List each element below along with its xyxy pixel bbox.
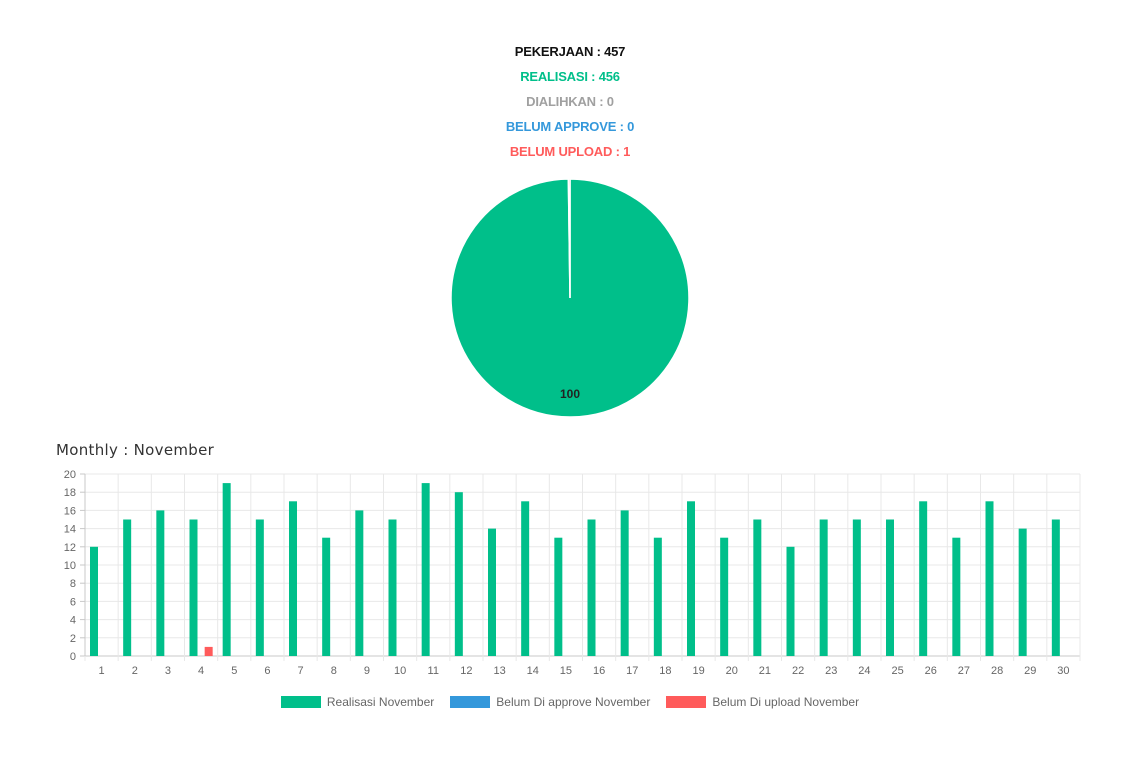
- x-tick-label: 17: [626, 665, 638, 677]
- bar-0-11[interactable]: [421, 483, 430, 656]
- y-tick-label: 4: [70, 615, 76, 627]
- x-tick-label: 12: [460, 665, 472, 677]
- legend-swatch-upload: [666, 696, 707, 708]
- y-tick-label: 2: [70, 633, 76, 645]
- legend-swatch-approve: [450, 696, 491, 708]
- x-tick-label: 19: [692, 665, 704, 677]
- pie-data-label: 100: [560, 387, 580, 401]
- y-tick-label: 14: [64, 524, 76, 536]
- bar-0-25[interactable]: [886, 519, 894, 657]
- stat-realisasi: REALISASI : 456: [520, 69, 620, 84]
- x-tick-label: 16: [593, 665, 605, 677]
- bar-0-2[interactable]: [123, 519, 132, 657]
- legend-swatch-realisasi: [280, 696, 321, 708]
- bar-0-8[interactable]: [322, 537, 331, 656]
- x-tick-label: 15: [560, 665, 572, 677]
- x-tick-label: 18: [659, 665, 671, 677]
- legend-item-approve[interactable]: Belum Di approve November: [450, 695, 650, 709]
- x-tick-label: 21: [759, 665, 771, 677]
- bar-0-16[interactable]: [587, 519, 596, 657]
- x-tick-label: 8: [331, 665, 337, 677]
- y-tick-label: 8: [70, 578, 76, 590]
- bar-0-4[interactable]: [189, 519, 198, 657]
- stat-belum-approve: BELUM APPROVE : 0: [505, 119, 635, 134]
- x-tick-label: 2: [132, 665, 138, 677]
- x-tick-label: 11: [428, 665, 439, 677]
- bar-0-27[interactable]: [952, 537, 961, 656]
- x-tick-label: 9: [364, 665, 370, 677]
- pie-slice-1[interactable]: [567, 178, 571, 299]
- stat-pekerjaan: PEKERJAAN : 457: [514, 44, 626, 59]
- bar-0-23[interactable]: [819, 519, 828, 657]
- y-tick-label: 16: [64, 505, 76, 517]
- x-tick-label: 22: [792, 665, 804, 677]
- x-tick-label: 29: [1024, 665, 1036, 677]
- y-tick-label: 12: [64, 542, 76, 554]
- bar-0-24[interactable]: [852, 519, 861, 657]
- chart-legend: Realisasi November Belum Di approve Nove…: [0, 695, 1140, 709]
- bar-2-4[interactable]: [204, 646, 213, 656]
- bar-0-13[interactable]: [488, 528, 496, 656]
- stat-dialihkan: DIALIHKAN : 0: [526, 94, 614, 109]
- x-tick-label: 10: [394, 665, 406, 677]
- x-tick-label: 7: [298, 665, 304, 677]
- x-tick-label: 28: [991, 665, 1003, 677]
- legend-item-realisasi[interactable]: Realisasi November: [280, 695, 435, 709]
- summary-stats: PEKERJAAN : 457 REALISASI : 456 DIALIHKA…: [0, 42, 1140, 167]
- stat-belum-upload: BELUM UPLOAD : 1: [509, 144, 631, 159]
- bar-0-20[interactable]: [720, 537, 729, 656]
- bar-0-22[interactable]: [786, 546, 795, 656]
- bar-0-19[interactable]: [687, 501, 695, 656]
- y-tick-label: 18: [64, 487, 76, 499]
- bar-0-17[interactable]: [620, 510, 629, 656]
- bar-0-10[interactable]: [388, 519, 397, 657]
- pie-chart: 100: [450, 178, 690, 418]
- x-tick-label: 5: [231, 665, 237, 677]
- x-tick-label: 14: [527, 665, 539, 677]
- bar-0-9[interactable]: [355, 510, 364, 656]
- x-tick-label: 25: [891, 665, 903, 677]
- x-tick-label: 26: [925, 665, 937, 677]
- x-tick-label: 13: [493, 665, 505, 677]
- bar-0-26[interactable]: [919, 501, 928, 656]
- x-tick-label: 1: [99, 665, 105, 677]
- x-tick-label: 30: [1057, 665, 1069, 677]
- bar-0-14[interactable]: [521, 501, 530, 656]
- x-tick-label: 20: [726, 665, 738, 677]
- x-tick-label: 23: [825, 665, 837, 677]
- bar-0-7[interactable]: [289, 501, 297, 656]
- bar-0-21[interactable]: [753, 519, 762, 657]
- legend-label-realisasi: Realisasi November: [326, 695, 435, 709]
- x-tick-label: 3: [165, 665, 171, 677]
- bar-0-30[interactable]: [1051, 519, 1060, 657]
- legend-label-upload: Belum Di upload November: [712, 695, 860, 709]
- bar-0-6[interactable]: [255, 519, 264, 657]
- y-tick-label: 20: [64, 469, 76, 481]
- x-tick-label: 6: [264, 665, 270, 677]
- bar-0-15[interactable]: [554, 537, 563, 656]
- bar-0-1[interactable]: [90, 546, 98, 656]
- bar-0-29[interactable]: [1018, 528, 1027, 656]
- legend-item-upload[interactable]: Belum Di upload November: [666, 695, 859, 709]
- bar-0-28[interactable]: [985, 501, 994, 656]
- x-tick-label: 24: [858, 665, 870, 677]
- y-tick-label: 10: [64, 560, 76, 572]
- legend-label-approve: Belum Di approve November: [496, 695, 651, 709]
- monthly-title: Monthly : November: [56, 441, 215, 459]
- bar-0-18[interactable]: [653, 537, 662, 656]
- bar-0-5[interactable]: [222, 483, 231, 656]
- bar-0-3[interactable]: [156, 510, 165, 656]
- y-tick-label: 0: [70, 651, 76, 663]
- x-tick-label: 27: [958, 665, 970, 677]
- bar-0-12[interactable]: [454, 492, 463, 656]
- x-tick-label: 4: [198, 665, 204, 677]
- y-tick-label: 6: [70, 596, 76, 608]
